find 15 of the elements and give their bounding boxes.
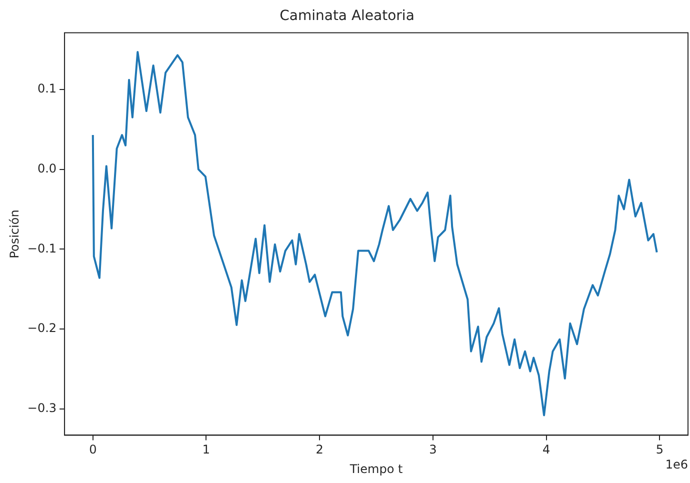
x-tick-label: 3: [429, 442, 437, 457]
x-tick-label: 5: [656, 442, 664, 457]
y-axis-title: Posición: [7, 210, 22, 258]
text: 1e6: [665, 457, 688, 472]
x-tick-label: 4: [542, 442, 550, 457]
y-tick-label: −0.2: [27, 321, 57, 336]
y-tick-label: 0.1: [37, 82, 57, 96]
x-tick-label: 0: [89, 442, 97, 457]
x-tick-label: 2: [316, 442, 324, 457]
chart-title: Caminata Aleatoria: [280, 8, 414, 24]
x-axis-title: Tiempo t: [348, 462, 403, 476]
x-tick-label: 1: [202, 442, 210, 457]
y-tick-label: 0.0: [37, 161, 57, 176]
y-tick-label: −0.3: [27, 400, 57, 415]
y-tick-label: −0.1: [27, 241, 57, 256]
